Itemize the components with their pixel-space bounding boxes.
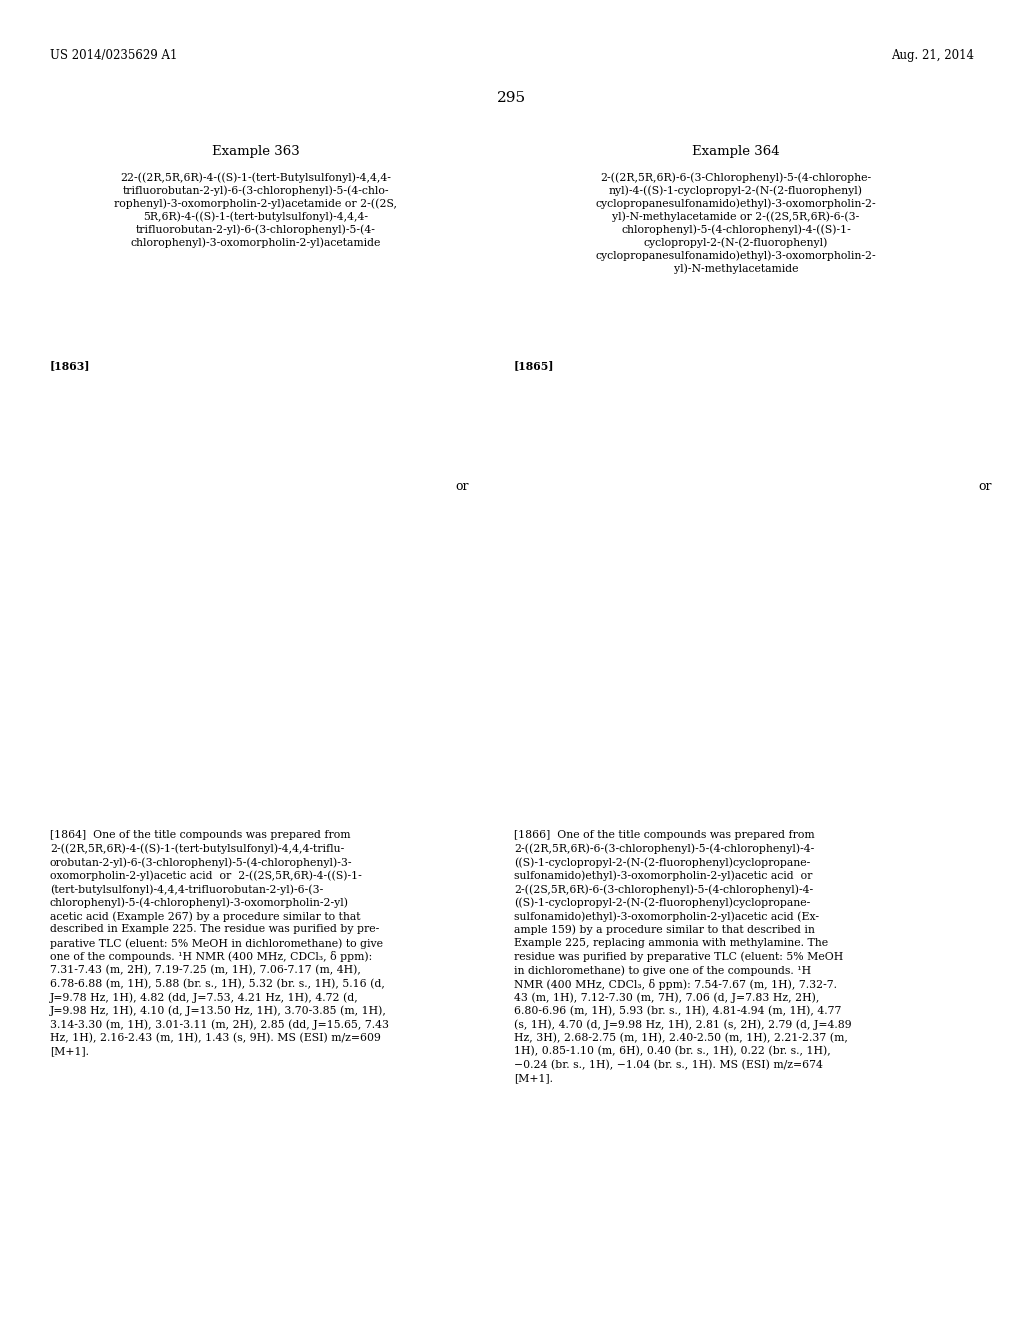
Text: 43 (m, 1H), 7.12-7.30 (m, 7H), 7.06 (d, J=7.83 Hz, 2H),: 43 (m, 1H), 7.12-7.30 (m, 7H), 7.06 (d, …	[514, 993, 819, 1003]
Text: Example 225, replacing ammonia with methylamine. The: Example 225, replacing ammonia with meth…	[514, 939, 828, 948]
Text: US 2014/0235629 A1: US 2014/0235629 A1	[50, 49, 177, 62]
Text: J=9.78 Hz, 1H), 4.82 (dd, J=7.53, 4.21 Hz, 1H), 4.72 (d,: J=9.78 Hz, 1H), 4.82 (dd, J=7.53, 4.21 H…	[50, 993, 358, 1003]
Text: cyclopropanesulfonamido)ethyl)-3-oxomorpholin-2-: cyclopropanesulfonamido)ethyl)-3-oxomorp…	[596, 249, 877, 260]
Text: parative TLC (eluent: 5% MeOH in dichloromethane) to give: parative TLC (eluent: 5% MeOH in dichlor…	[50, 939, 383, 949]
Text: 2-((2R,5R,6R)-4-((S)-1-(tert-butylsulfonyl)-4,4,4-triflu-: 2-((2R,5R,6R)-4-((S)-1-(tert-butylsulfon…	[50, 843, 344, 854]
Text: 2-((2R,5R,6R)-6-(3-chlorophenyl)-5-(4-chlorophenyl)-4-: 2-((2R,5R,6R)-6-(3-chlorophenyl)-5-(4-ch…	[514, 843, 814, 854]
Bar	[510, 590, 1010, 805]
Text: sulfonamido)ethyl)-3-oxomorpholin-2-yl)acetic acid  or: sulfonamido)ethyl)-3-oxomorpholin-2-yl)a…	[514, 870, 812, 880]
Bar	[50, 590, 480, 805]
Text: 6.80-6.96 (m, 1H), 5.93 (br. s., 1H), 4.81-4.94 (m, 1H), 4.77: 6.80-6.96 (m, 1H), 5.93 (br. s., 1H), 4.…	[514, 1006, 842, 1016]
Text: sulfonamido)ethyl)-3-oxomorpholin-2-yl)acetic acid (Ex-: sulfonamido)ethyl)-3-oxomorpholin-2-yl)a…	[514, 911, 819, 921]
Bar	[50, 370, 480, 585]
Text: (s, 1H), 4.70 (d, J=9.98 Hz, 1H), 2.81 (s, 2H), 2.79 (d, J=4.89: (s, 1H), 4.70 (d, J=9.98 Hz, 1H), 2.81 (…	[514, 1019, 852, 1030]
Text: NMR (400 MHz, CDCl₃, δ ppm): 7.54-7.67 (m, 1H), 7.32-7.: NMR (400 MHz, CDCl₃, δ ppm): 7.54-7.67 (…	[514, 978, 837, 990]
Text: described in Example 225. The residue was purified by pre-: described in Example 225. The residue wa…	[50, 924, 379, 935]
Text: cyclopropyl-2-(N-(2-fluorophenyl): cyclopropyl-2-(N-(2-fluorophenyl)	[644, 238, 828, 248]
Text: chlorophenyl)-3-oxomorpholin-2-yl)acetamide: chlorophenyl)-3-oxomorpholin-2-yl)acetam…	[131, 238, 381, 248]
Text: [1866]  One of the title compounds was prepared from: [1866] One of the title compounds was pr…	[514, 830, 815, 840]
Text: rophenyl)-3-oxomorpholin-2-yl)acetamide or 2-((2S,: rophenyl)-3-oxomorpholin-2-yl)acetamide …	[115, 198, 397, 209]
Text: 7.31-7.43 (m, 2H), 7.19-7.25 (m, 1H), 7.06-7.17 (m, 4H),: 7.31-7.43 (m, 2H), 7.19-7.25 (m, 1H), 7.…	[50, 965, 360, 975]
Bar	[510, 370, 1010, 585]
Text: [M+1].: [M+1].	[514, 1073, 553, 1082]
Text: Example 364: Example 364	[692, 145, 780, 158]
Text: 1H), 0.85-1.10 (m, 6H), 0.40 (br. s., 1H), 0.22 (br. s., 1H),: 1H), 0.85-1.10 (m, 6H), 0.40 (br. s., 1H…	[514, 1045, 830, 1056]
Text: nyl)-4-((S)-1-cyclopropyl-2-(N-(2-fluorophenyl): nyl)-4-((S)-1-cyclopropyl-2-(N-(2-fluoro…	[609, 185, 863, 195]
Text: or: or	[978, 480, 992, 494]
Text: cyclopropanesulfonamido)ethyl)-3-oxomorpholin-2-: cyclopropanesulfonamido)ethyl)-3-oxomorp…	[596, 198, 877, 209]
Text: orobutan-2-yl)-6-(3-chlorophenyl)-5-(4-chlorophenyl)-3-: orobutan-2-yl)-6-(3-chlorophenyl)-5-(4-c…	[50, 857, 352, 867]
Text: ((S)-1-cyclopropyl-2-(N-(2-fluorophenyl)cyclopropane-: ((S)-1-cyclopropyl-2-(N-(2-fluorophenyl)…	[514, 857, 810, 867]
Text: chlorophenyl)-5-(4-chlorophenyl)-3-oxomorpholin-2-yl): chlorophenyl)-5-(4-chlorophenyl)-3-oxomo…	[50, 898, 349, 908]
Text: [1863]: [1863]	[50, 360, 90, 371]
Text: acetic acid (Example 267) by a procedure similar to that: acetic acid (Example 267) by a procedure…	[50, 911, 360, 921]
Text: or: or	[456, 480, 469, 494]
Text: Hz, 1H), 2.16-2.43 (m, 1H), 1.43 (s, 9H). MS (ESI) m/z=609: Hz, 1H), 2.16-2.43 (m, 1H), 1.43 (s, 9H)…	[50, 1032, 381, 1043]
Text: residue was purified by preparative TLC (eluent: 5% MeOH: residue was purified by preparative TLC …	[514, 952, 843, 962]
Text: −0.24 (br. s., 1H), −1.04 (br. s., 1H). MS (ESI) m/z=674: −0.24 (br. s., 1H), −1.04 (br. s., 1H). …	[514, 1060, 823, 1069]
Text: ((S)-1-cyclopropyl-2-(N-(2-fluorophenyl)cyclopropane-: ((S)-1-cyclopropyl-2-(N-(2-fluorophenyl)…	[514, 898, 810, 908]
Text: [1864]  One of the title compounds was prepared from: [1864] One of the title compounds was pr…	[50, 830, 350, 840]
Text: Example 363: Example 363	[212, 145, 300, 158]
Text: one of the compounds. ¹H NMR (400 MHz, CDCl₃, δ ppm):: one of the compounds. ¹H NMR (400 MHz, C…	[50, 952, 373, 962]
Text: chlorophenyl)-5-(4-chlorophenyl)-4-((S)-1-: chlorophenyl)-5-(4-chlorophenyl)-4-((S)-…	[622, 224, 851, 235]
Text: [M+1].: [M+1].	[50, 1045, 89, 1056]
Text: 2-((2R,5R,6R)-6-(3-Chlorophenyl)-5-(4-chlorophe-: 2-((2R,5R,6R)-6-(3-Chlorophenyl)-5-(4-ch…	[600, 172, 871, 182]
Text: 2-((2S,5R,6R)-6-(3-chlorophenyl)-5-(4-chlorophenyl)-4-: 2-((2S,5R,6R)-6-(3-chlorophenyl)-5-(4-ch…	[514, 884, 813, 895]
Text: 295: 295	[498, 91, 526, 106]
Text: [1865]: [1865]	[514, 360, 555, 371]
Text: Hz, 3H), 2.68-2.75 (m, 1H), 2.40-2.50 (m, 1H), 2.21-2.37 (m,: Hz, 3H), 2.68-2.75 (m, 1H), 2.40-2.50 (m…	[514, 1032, 848, 1043]
Text: yl)-N-methylacetamide or 2-((2S,5R,6R)-6-(3-: yl)-N-methylacetamide or 2-((2S,5R,6R)-6…	[612, 211, 859, 222]
Text: 6.78-6.88 (m, 1H), 5.88 (br. s., 1H), 5.32 (br. s., 1H), 5.16 (d,: 6.78-6.88 (m, 1H), 5.88 (br. s., 1H), 5.…	[50, 978, 385, 989]
Text: trifluorobutan-2-yl)-6-(3-chlorophenyl)-5-(4-chlo-: trifluorobutan-2-yl)-6-(3-chlorophenyl)-…	[123, 185, 389, 195]
Text: J=9.98 Hz, 1H), 4.10 (d, J=13.50 Hz, 1H), 3.70-3.85 (m, 1H),: J=9.98 Hz, 1H), 4.10 (d, J=13.50 Hz, 1H)…	[50, 1006, 387, 1016]
Text: Aug. 21, 2014: Aug. 21, 2014	[891, 49, 974, 62]
Text: ample 159) by a procedure similar to that described in: ample 159) by a procedure similar to tha…	[514, 924, 815, 935]
Text: 3.14-3.30 (m, 1H), 3.01-3.11 (m, 2H), 2.85 (dd, J=15.65, 7.43: 3.14-3.30 (m, 1H), 3.01-3.11 (m, 2H), 2.…	[50, 1019, 389, 1030]
Text: trifluorobutan-2-yl)-6-(3-chlorophenyl)-5-(4-: trifluorobutan-2-yl)-6-(3-chlorophenyl)-…	[136, 224, 376, 235]
Text: (tert-butylsulfonyl)-4,4,4-trifluorobutan-2-yl)-6-(3-: (tert-butylsulfonyl)-4,4,4-trifluorobuta…	[50, 884, 324, 895]
Text: in dichloromethane) to give one of the compounds. ¹H: in dichloromethane) to give one of the c…	[514, 965, 811, 975]
Text: yl)-N-methylacetamide: yl)-N-methylacetamide	[674, 263, 799, 273]
Text: 5R,6R)-4-((S)-1-(tert-butylsulfonyl)-4,4,4-: 5R,6R)-4-((S)-1-(tert-butylsulfonyl)-4,4…	[143, 211, 369, 222]
Text: oxomorpholin-2-yl)acetic acid  or  2-((2S,5R,6R)-4-((S)-1-: oxomorpholin-2-yl)acetic acid or 2-((2S,…	[50, 870, 361, 880]
Text: 22-((2R,5R,6R)-4-((S)-1-(tert-Butylsulfonyl)-4,4,4-: 22-((2R,5R,6R)-4-((S)-1-(tert-Butylsulfo…	[121, 172, 391, 182]
